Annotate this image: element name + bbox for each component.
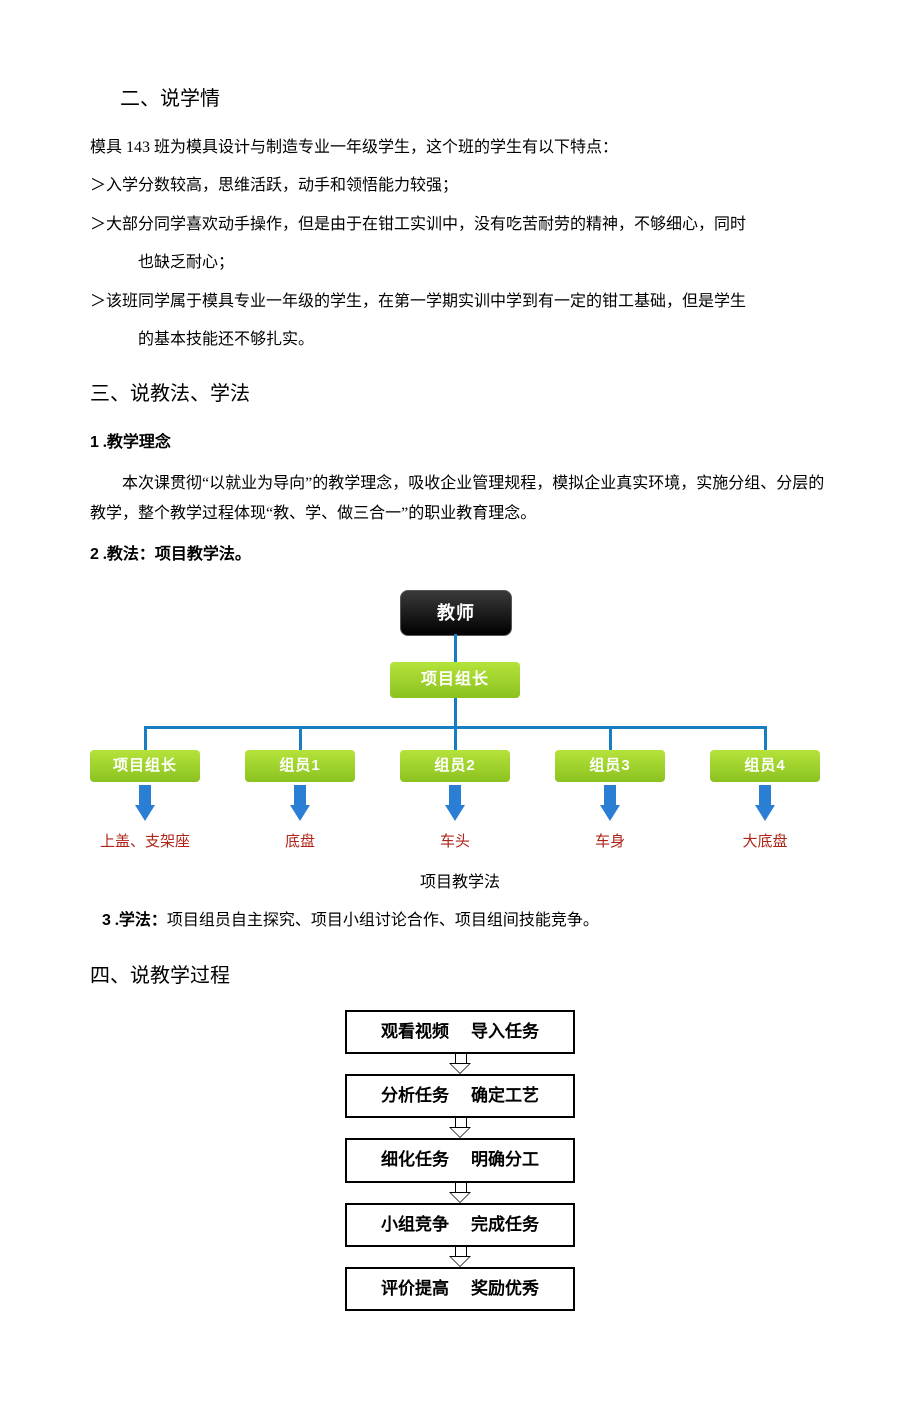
flow-connector — [345, 1054, 575, 1074]
bullet-3-line-2: 的基本技能还不够扎实。 — [138, 325, 830, 355]
item-2-num: 2 — [90, 546, 99, 563]
org-leaf-label-1: 底盘 — [270, 828, 330, 857]
org-arrow-stem — [139, 785, 151, 805]
org-arrow-stem — [294, 785, 306, 805]
flow-step-1: 分析任务 确定工艺 — [345, 1074, 575, 1118]
bullet-3-line-1: ＞该班同学属于模具专业一年级的学生，在第一学期实训中学到有一定的钳工基础，但是学… — [90, 287, 830, 317]
org-chart: 教师项目组长项目组长上盖、支架座组员1底盘组员2车头组员3车身组员4大底盘 — [90, 590, 830, 860]
section-3-title: 三、说教法、学法 — [90, 375, 830, 413]
section-3-item-1-head: 1 .教学理念 — [90, 428, 830, 458]
section-4-title: 四、说教学过程 — [90, 957, 830, 995]
org-connector — [454, 726, 457, 750]
flow-step-2: 细化任务 明确分工 — [345, 1138, 575, 1182]
flow-step-4: 评价提高 奖励优秀 — [345, 1267, 575, 1311]
bullet-2-line-1: ＞大部分同学喜欢动手操作，但是由于在钳工实训中，没有吃苦耐劳的精神，不够细心，同… — [90, 210, 830, 240]
org-connector — [454, 698, 457, 726]
flow-step-4-right: 奖励优秀 — [471, 1279, 539, 1298]
flow-step-4-left: 评价提高 — [381, 1279, 449, 1298]
org-arrow-head — [600, 805, 620, 821]
flow-step-3-left: 小组竞争 — [381, 1215, 449, 1234]
org-arrow-head — [445, 805, 465, 821]
section-2-title: 二、说学情 — [120, 80, 830, 118]
flow-step-2-left: 细化任务 — [381, 1150, 449, 1169]
org-arrow-stem — [759, 785, 771, 805]
item-3-rest: 项目组员自主探究、项目小组讨论合作、项目组间技能竞争。 — [167, 912, 599, 929]
flow-step-0-left: 观看视频 — [381, 1022, 449, 1041]
item-1-body: 本次课贯彻“以就业为导向”的教学理念，吸收企业管理规程，模拟企业真实环境，实施分… — [90, 469, 830, 530]
org-connector — [144, 726, 147, 750]
org-arrow-head — [755, 805, 775, 821]
item-1-num: 1 — [90, 434, 99, 451]
org-leaf-label-0: 上盖、支架座 — [85, 828, 205, 857]
org-arrow-head — [290, 805, 310, 821]
flow-connector — [345, 1183, 575, 1203]
org-arrow-stem — [449, 785, 461, 805]
org-connector — [609, 726, 612, 750]
org-leaf-label-4: 大底盘 — [725, 828, 805, 857]
org-leaf-label-2: 车头 — [425, 828, 485, 857]
flow-step-3: 小组竞争 完成任务 — [345, 1203, 575, 1247]
org-node-leader: 项目组长 — [390, 662, 520, 698]
flow-step-1-left: 分析任务 — [381, 1086, 449, 1105]
flow-step-3-right: 完成任务 — [471, 1215, 539, 1234]
flow-step-0: 观看视频 导入任务 — [345, 1010, 575, 1054]
item-3-label: .学法： — [115, 912, 167, 929]
org-connector — [454, 634, 457, 662]
flow-connector — [345, 1247, 575, 1267]
org-leaf-4: 组员4 — [710, 750, 820, 782]
bullet-2-line-2: 也缺乏耐心； — [138, 248, 830, 278]
section-3-item-3: 3 .学法：项目组员自主探究、项目小组讨论合作、项目组间技能竞争。 — [102, 906, 830, 936]
org-arrow-stem — [604, 785, 616, 805]
org-leaf-2: 组员2 — [400, 750, 510, 782]
flow-step-0-right: 导入任务 — [471, 1022, 539, 1041]
org-connector — [764, 726, 767, 750]
org-chart-caption: 项目教学法 — [90, 868, 830, 898]
org-leaf-label-3: 车身 — [580, 828, 640, 857]
flow-step-1-right: 确定工艺 — [471, 1086, 539, 1105]
org-leaf-3: 组员3 — [555, 750, 665, 782]
section-2-intro: 模具 143 班为模具设计与制造专业一年级学生，这个班的学生有以下特点： — [90, 133, 830, 163]
org-arrow-head — [135, 805, 155, 821]
flow-connector — [345, 1118, 575, 1138]
item-3-num: 3 — [102, 912, 111, 929]
item-1-label: .教学理念 — [103, 434, 171, 451]
org-connector — [299, 726, 302, 750]
section-3-item-2-head: 2 .教法：项目教学法。 — [90, 540, 830, 570]
org-node-teacher: 教师 — [400, 590, 512, 636]
item-2-label: .教法：项目教学法。 — [103, 546, 251, 563]
flow-chart: 观看视频 导入任务分析任务 确定工艺细化任务 明确分工小组竞争 完成任务评价提高 奖励优秀 — [345, 1010, 575, 1311]
org-leaf-1: 组员1 — [245, 750, 355, 782]
flow-step-2-right: 明确分工 — [471, 1150, 539, 1169]
org-leaf-0: 项目组长 — [90, 750, 200, 782]
bullet-1-line-1: ＞入学分数较高，思维活跃，动手和领悟能力较强； — [90, 171, 830, 201]
